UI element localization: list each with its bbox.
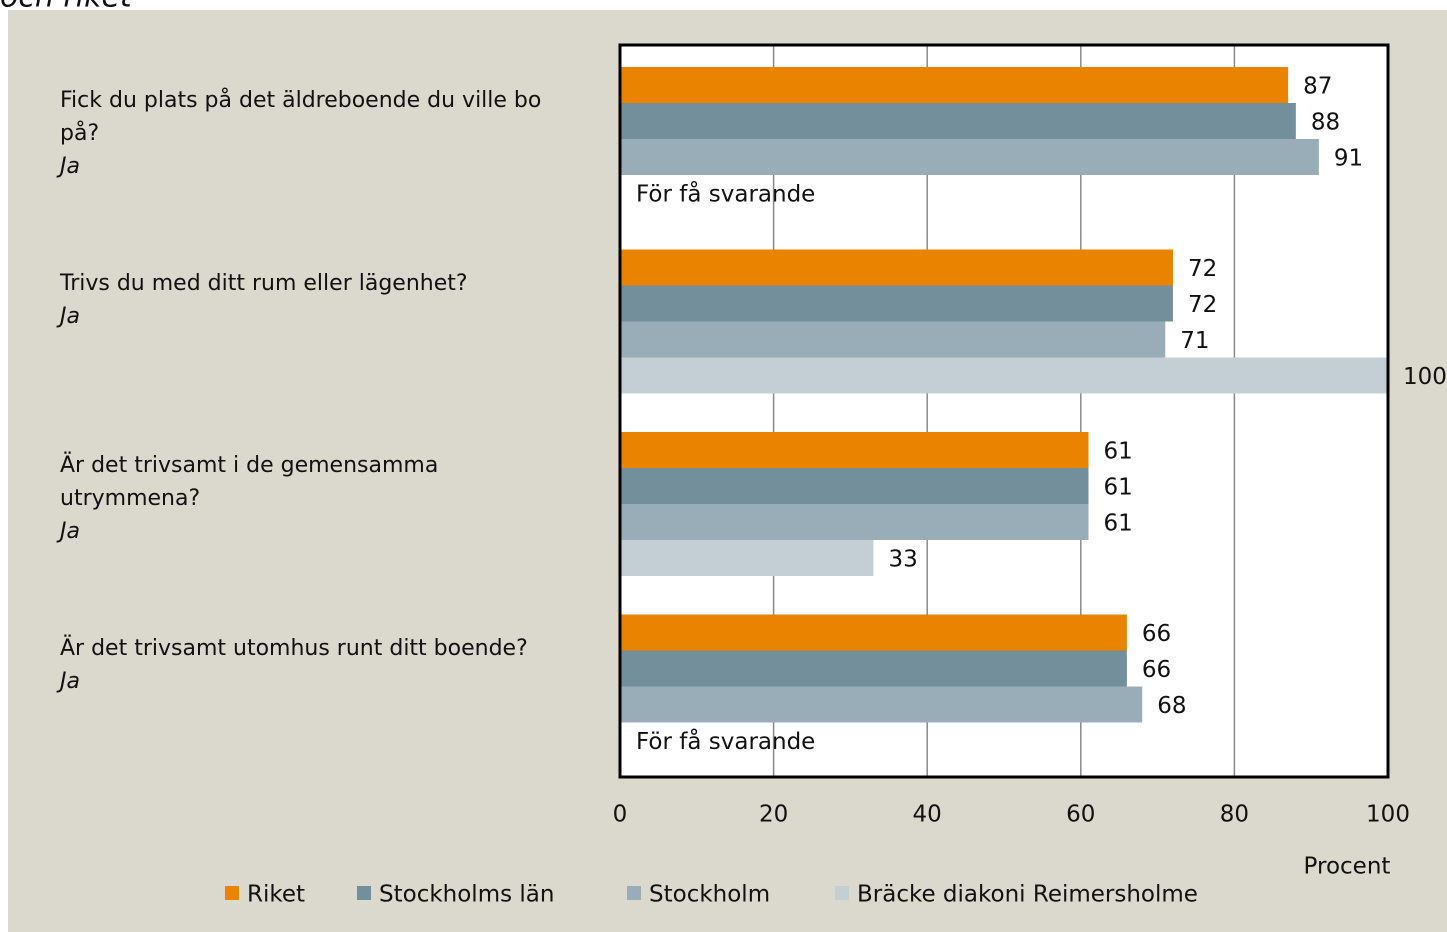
bar — [620, 468, 1089, 504]
legend-swatch — [627, 886, 641, 900]
category-note: Ja — [60, 303, 80, 329]
value-label: 72 — [1188, 256, 1217, 282]
legend-label: Riket — [247, 882, 305, 908]
value-label: 72 — [1188, 292, 1217, 318]
bar — [620, 540, 874, 576]
category-label: Är det trivsamt utomhus runt ditt boende… — [60, 632, 570, 698]
category-text: Är det trivsamt utomhus runt ditt boende… — [60, 635, 528, 661]
value-label: 61 — [1103, 439, 1132, 465]
legend-swatch — [835, 886, 849, 900]
plot-border — [618, 43, 1390, 779]
value-label: 68 — [1157, 693, 1186, 719]
value-label: 71 — [1180, 328, 1209, 354]
category-text: Trivs du med ditt rum eller lägenhet? — [60, 270, 468, 296]
category-note: Ja — [60, 668, 80, 694]
value-label: 66 — [1142, 657, 1171, 683]
x-tick-label: 100 — [1366, 802, 1410, 828]
category-text: Är det trivsamt i de gemensamma utrymmen… — [60, 453, 439, 511]
bar — [620, 432, 1089, 468]
category-label: Är det trivsamt i de gemensamma utrymmen… — [60, 449, 570, 548]
category-note: Ja — [60, 519, 80, 544]
category-text: Fick du plats på det äldreboende du vill… — [60, 88, 542, 146]
bar — [620, 686, 1143, 723]
value-label: 33 — [888, 547, 917, 573]
value-label: 91 — [1334, 146, 1363, 172]
legend-label: Stockholms län — [379, 882, 554, 908]
category-label: Trivs du med ditt rum eller lägenhet? Ja — [60, 267, 570, 333]
bar — [620, 285, 1173, 322]
value-label: 88 — [1311, 110, 1340, 136]
x-tick-label: 80 — [1220, 802, 1249, 828]
bar — [620, 249, 1173, 286]
category-note: Ja — [60, 154, 80, 179]
x-axis-label: Procent — [1304, 854, 1391, 880]
x-tick-label: 0 — [613, 802, 628, 828]
x-tick-label: 20 — [759, 802, 788, 828]
bar — [620, 139, 1319, 175]
bar — [620, 103, 1296, 139]
bar — [620, 504, 1089, 540]
chart-title: och riket — [0, 0, 133, 15]
x-tick-label: 40 — [913, 802, 942, 828]
value-label: 66 — [1142, 621, 1171, 647]
value-label: 100 — [1403, 364, 1447, 390]
legend-swatch — [357, 886, 371, 900]
missing-label: För få svarande — [636, 180, 815, 208]
legend-label: Stockholm — [649, 882, 770, 908]
bar — [620, 614, 1127, 651]
bar — [620, 357, 1388, 394]
missing-label: För få svarande — [636, 727, 815, 755]
bar — [620, 321, 1166, 358]
bar — [620, 650, 1127, 687]
value-label: 87 — [1303, 74, 1332, 100]
x-tick-label: 60 — [1066, 802, 1095, 828]
value-label: 61 — [1103, 475, 1132, 501]
category-label: Fick du plats på det äldreboende du vill… — [60, 84, 570, 183]
legend-swatch — [225, 886, 239, 900]
bar — [620, 67, 1289, 103]
legend-label: Bräcke diakoni Reimersholme — [857, 882, 1198, 908]
value-label: 61 — [1103, 511, 1132, 537]
